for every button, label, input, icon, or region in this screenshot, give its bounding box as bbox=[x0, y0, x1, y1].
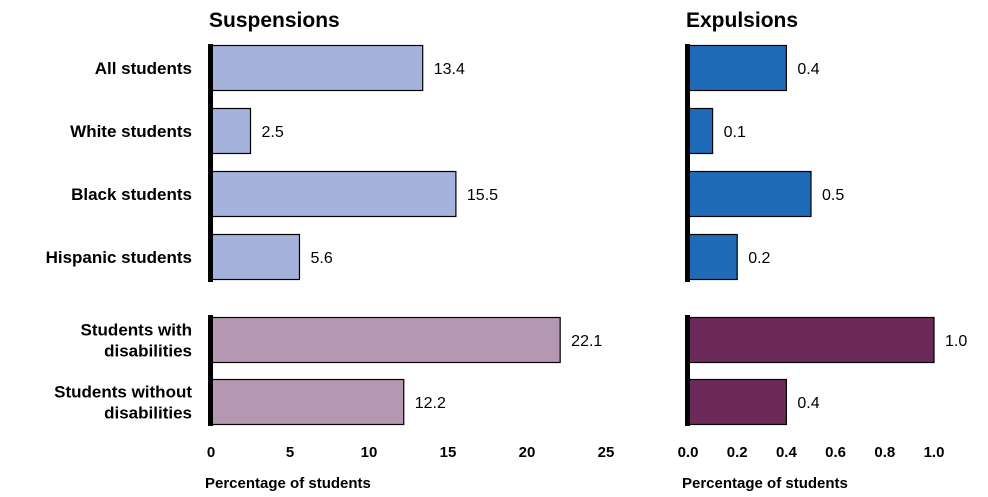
value-label: 1.0 bbox=[945, 333, 967, 350]
category-label: disabilities bbox=[104, 342, 192, 361]
axis-baseline bbox=[685, 44, 690, 282]
panel-title: Expulsions bbox=[686, 9, 798, 32]
category-label: Hispanic students bbox=[46, 248, 192, 267]
category-label: Black students bbox=[71, 185, 192, 204]
panel-title: Suspensions bbox=[209, 9, 340, 32]
value-label: 5.6 bbox=[310, 250, 332, 267]
x-axis-label: Percentage of students bbox=[682, 475, 848, 492]
value-label: 22.1 bbox=[571, 333, 602, 350]
category-label: disabilities bbox=[104, 404, 192, 423]
value-label: 0.5 bbox=[822, 187, 844, 204]
bar bbox=[210, 378, 405, 426]
bar bbox=[687, 378, 788, 426]
bar bbox=[687, 170, 812, 218]
category-label: Students with bbox=[81, 321, 192, 340]
bar bbox=[210, 44, 424, 92]
tick-label: 5 bbox=[286, 444, 294, 461]
bar bbox=[687, 44, 788, 92]
value-label: 13.4 bbox=[434, 61, 465, 78]
tick-label: 0.6 bbox=[825, 444, 846, 461]
axis-baseline bbox=[208, 315, 213, 426]
value-label: 0.1 bbox=[724, 124, 746, 141]
bar bbox=[687, 107, 714, 155]
axis-baseline bbox=[208, 44, 213, 282]
bar bbox=[687, 233, 738, 281]
tick-label: 15 bbox=[440, 444, 457, 461]
tick-label: 1.0 bbox=[924, 444, 945, 461]
x-axis-label: Percentage of students bbox=[205, 475, 371, 492]
value-label: 2.5 bbox=[262, 124, 284, 141]
value-label: 0.4 bbox=[797, 395, 819, 412]
tick-label: 0.0 bbox=[678, 444, 699, 461]
tick-label: 25 bbox=[598, 444, 615, 461]
bar bbox=[210, 170, 457, 218]
tick-label: 0 bbox=[207, 444, 215, 461]
category-label: All students bbox=[95, 59, 192, 78]
category-label: White students bbox=[70, 122, 192, 141]
bar bbox=[687, 316, 935, 364]
tick-label: 0.8 bbox=[874, 444, 895, 461]
tick-label: 20 bbox=[519, 444, 536, 461]
tick-label: 0.2 bbox=[727, 444, 748, 461]
bar bbox=[210, 107, 252, 155]
category-label: Students without bbox=[54, 383, 192, 402]
tick-label: 10 bbox=[361, 444, 378, 461]
axis-baseline bbox=[685, 315, 690, 426]
value-label: 0.2 bbox=[748, 250, 770, 267]
value-label: 12.2 bbox=[415, 395, 446, 412]
value-label: 15.5 bbox=[467, 187, 498, 204]
bar bbox=[210, 316, 561, 364]
tick-label: 0.4 bbox=[776, 444, 798, 461]
bar bbox=[210, 233, 301, 281]
value-label: 0.4 bbox=[797, 61, 819, 78]
